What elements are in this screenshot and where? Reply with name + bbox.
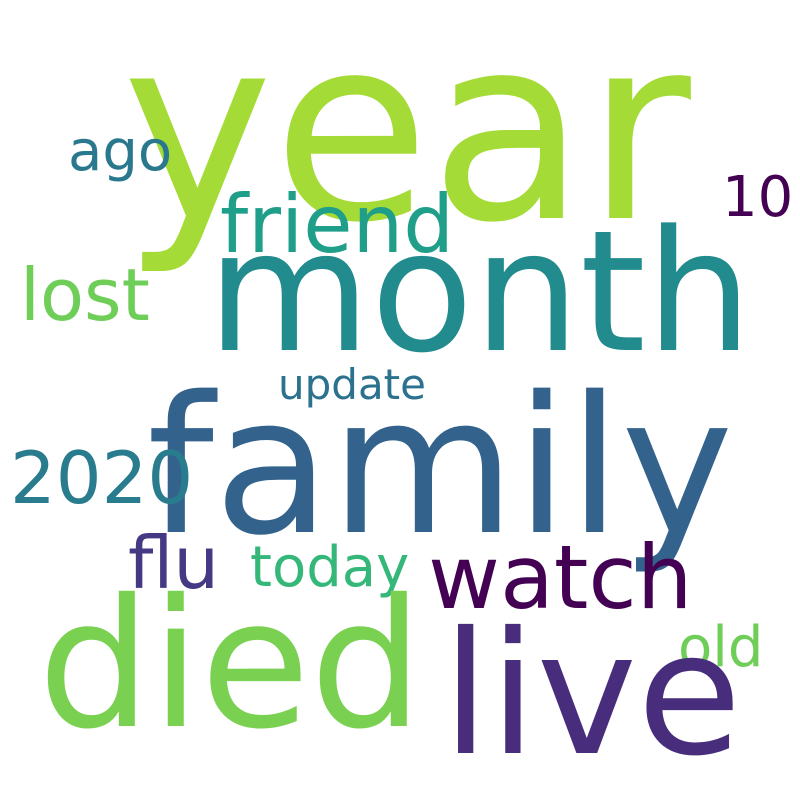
word-today: today <box>250 535 410 600</box>
word-flu: flu <box>128 521 219 605</box>
word-family: family <box>147 356 734 577</box>
word-year: year <box>122 0 691 279</box>
word-watch: watch <box>428 526 693 629</box>
word-old: old <box>678 615 764 680</box>
word-died: died <box>38 561 423 768</box>
word-friend: friend <box>220 178 454 271</box>
word-ago: ago <box>68 119 173 184</box>
word-update: update <box>278 360 426 409</box>
word-lost: lost <box>20 253 150 337</box>
word-2020: 2020 <box>10 436 194 520</box>
word-month: month <box>207 194 753 390</box>
word-live: live <box>442 596 742 794</box>
word-10: 10 <box>722 165 794 230</box>
